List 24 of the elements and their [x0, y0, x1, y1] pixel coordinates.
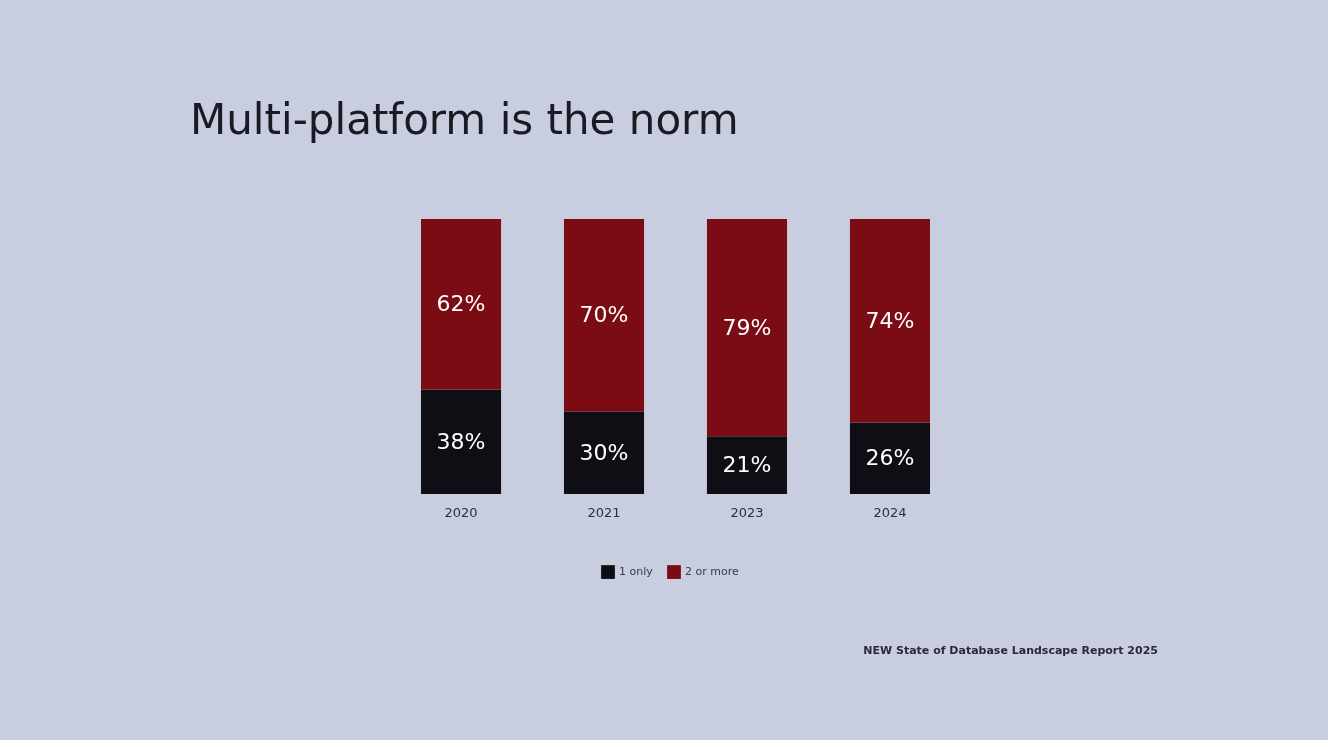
bar — [563, 411, 645, 494]
data-label: 26% — [865, 445, 915, 471]
bar — [706, 219, 788, 437]
x-tick-label: 2024 — [873, 504, 907, 520]
bar — [420, 389, 502, 494]
data-label: 70% — [579, 302, 629, 328]
text: NEW State of Database Landscape Report 2025 — [863, 644, 1158, 657]
bar — [706, 436, 788, 494]
data-label: 30% — [579, 439, 629, 465]
legend-label: 2 or more — [685, 565, 739, 579]
x-tick-label: 2021 — [587, 504, 621, 520]
chart-title: Multi-platform is the norm — [190, 95, 739, 144]
data-label: 62% — [436, 291, 486, 317]
data-label: 74% — [865, 307, 915, 333]
data-label: 21% — [722, 452, 772, 478]
legend-label: 1 only — [619, 565, 654, 579]
x-tick-label: 2023 — [730, 504, 764, 520]
bar — [420, 219, 502, 390]
data-label: 38% — [436, 428, 486, 454]
data-label: 79% — [722, 314, 772, 340]
bar — [563, 219, 645, 412]
bar — [849, 219, 931, 423]
x-tick-label: 2020 — [444, 504, 478, 520]
bar — [849, 422, 931, 494]
